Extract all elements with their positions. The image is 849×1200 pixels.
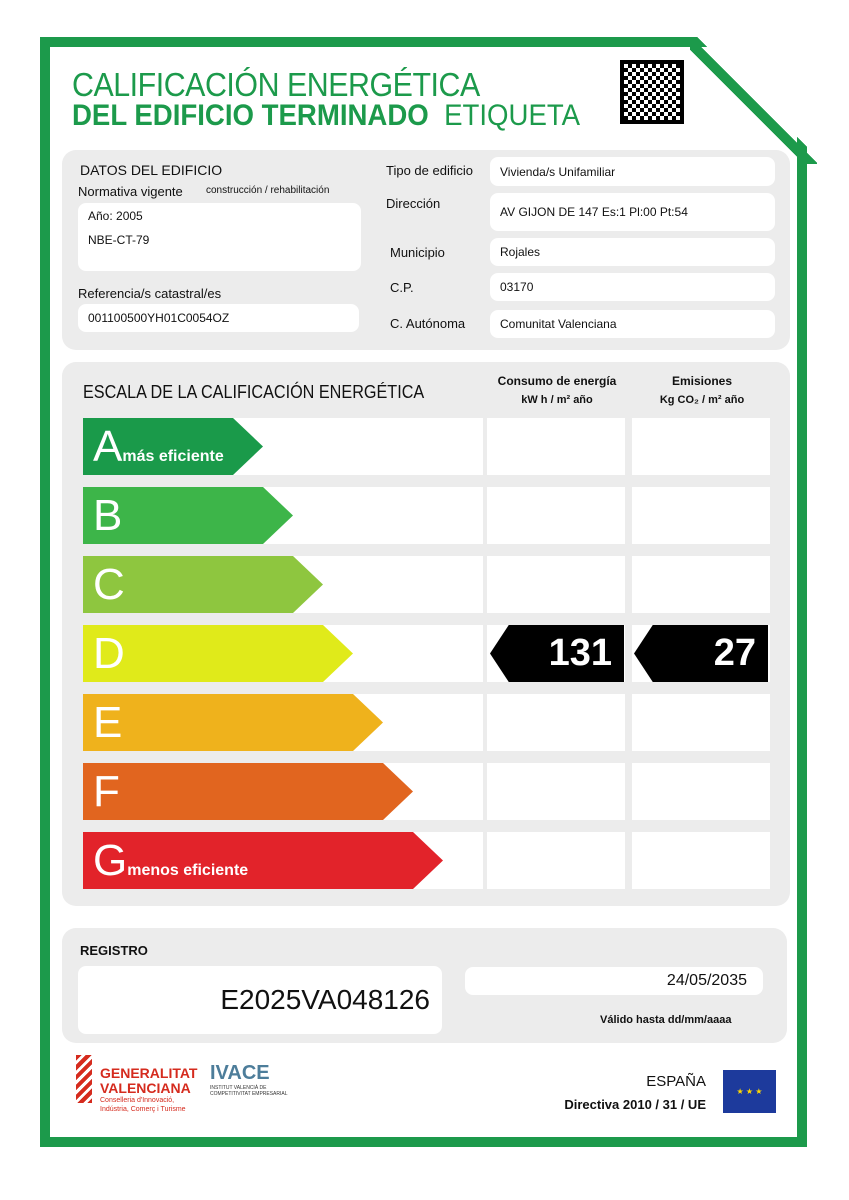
section-title: DATOS DEL EDIFICIO: [80, 162, 223, 178]
class-letter: E: [93, 697, 123, 747]
class-bar-f: F: [83, 763, 413, 820]
valid-label: Válido hasta dd/mm/aaaa: [600, 1014, 732, 1026]
class-letter: C: [93, 559, 125, 609]
emisiones-value: 27: [634, 625, 768, 682]
emisiones-cell: [632, 418, 770, 475]
field-value: AV GIJON DE 147 Es:1 Pl:00 Pt:54: [490, 193, 775, 231]
title-suffix: ETIQUETA: [444, 99, 581, 132]
title-line2: DEL EDIFICIO TERMINADO ETIQUETA: [72, 99, 581, 132]
field-label: Dirección: [386, 196, 441, 211]
field-label: C.P.: [390, 280, 414, 295]
qr-code: [620, 60, 684, 124]
emisiones-header: Emisiones: [671, 374, 733, 388]
consumo-cell: [487, 487, 625, 544]
valid-date: 24/05/2035: [465, 967, 763, 995]
class-letter: G: [93, 835, 128, 885]
class-text: menos eficiente: [127, 861, 249, 879]
consumo-unit: kW h / m² año: [521, 394, 593, 406]
emisiones-cell: [632, 556, 770, 613]
eu-flag-icon: ★ ★ ★: [723, 1070, 776, 1113]
class-bar-e: E: [83, 694, 383, 751]
catastral-value: 001100500YH01C0054OZ: [78, 304, 359, 332]
field-label: C. Autónoma: [390, 316, 466, 331]
normativa-box: Año: 2005 NBE-CT-79: [78, 203, 361, 271]
class-bar-a: A más eficiente: [83, 418, 263, 475]
country: ESPAÑA: [646, 1073, 706, 1090]
norma: NBE-CT-79: [88, 233, 150, 247]
emisiones-cell: [632, 763, 770, 820]
ivace-logo: IVACE INSTITUT VALENCIÀ DE COMPETITIVITAT …: [210, 1062, 288, 1097]
consumo-cell: [487, 832, 625, 889]
consumo-cell: [487, 418, 625, 475]
consumo-cell: [487, 694, 625, 751]
consumo-header: Consumo de energía: [497, 374, 617, 388]
class-letter: D: [93, 628, 125, 678]
normativa-label: Normativa vigente: [78, 184, 183, 199]
consumo-cell: [487, 763, 625, 820]
field-label: Tipo de edificio: [386, 163, 473, 178]
emisiones-cell: [632, 694, 770, 751]
registro-number: E2025VA048126: [78, 966, 442, 1034]
class-bar-d: D: [83, 625, 353, 682]
gv-logo-icon: [76, 1055, 92, 1103]
field-value: Rojales: [490, 238, 775, 266]
class-letter: F: [93, 766, 120, 816]
registro-label: REGISTRO: [80, 943, 148, 958]
scale-title: ESCALA DE LA CALIFICACIÓN ENERGÉTICA: [83, 382, 425, 402]
field-label: Municipio: [390, 245, 445, 260]
catastral-label: Referencia/s catastral/es: [78, 286, 222, 301]
emisiones-unit: Kg CO₂ / m² año: [659, 394, 745, 406]
directive: Directiva 2010 / 31 / UE: [564, 1097, 706, 1112]
field-value: 03170: [490, 273, 775, 301]
class-letter: A: [93, 421, 123, 471]
class-bar-g: G menos eficiente: [83, 832, 443, 889]
class-text: más eficiente: [122, 447, 224, 465]
class-bar-b: B: [83, 487, 293, 544]
class-letter: B: [93, 490, 123, 540]
normativa-sub: construcción / rehabilitación: [206, 185, 330, 196]
field-value: Comunitat Valenciana: [490, 310, 775, 338]
year: Año: 2005: [88, 209, 143, 223]
consumo-value: 131: [490, 625, 624, 682]
field-value: Vivienda/s Unifamiliar: [490, 157, 775, 186]
consumo-cell: [487, 556, 625, 613]
class-bar-c: C: [83, 556, 323, 613]
emisiones-cell: [632, 487, 770, 544]
gv-logo: GENERALITAT VALENCIANA Conselleria d'Innov…: [100, 1065, 198, 1114]
emisiones-cell: [632, 832, 770, 889]
title-line1: CALIFICACIÓN ENERGÉTICA: [72, 66, 480, 103]
